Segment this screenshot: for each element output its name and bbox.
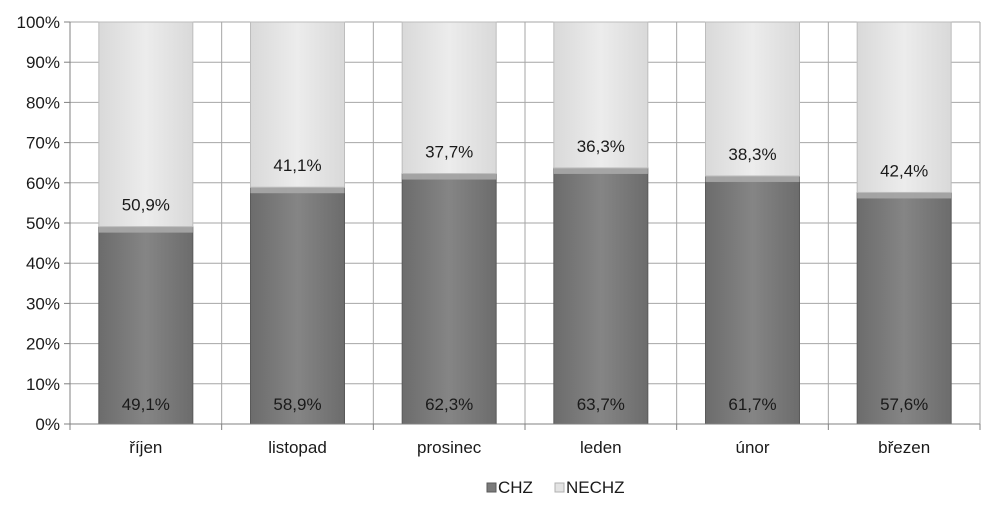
bar-top-highlight (553, 167, 648, 174)
data-label-chz: 49,1% (122, 395, 170, 414)
bar-nechz (553, 21, 649, 169)
bar-top-highlight (250, 187, 345, 194)
y-tick-label: 90% (26, 53, 60, 72)
y-tick-label: 60% (26, 174, 60, 193)
data-label-chz: 58,9% (273, 395, 321, 414)
y-tick-label: 30% (26, 294, 60, 313)
y-tick-label: 80% (26, 93, 60, 112)
legend-label-nechz: NECHZ (566, 478, 625, 497)
y-tick-label: 10% (26, 375, 60, 394)
data-label-nechz: 38,3% (728, 145, 776, 164)
x-category-label: listopad (268, 438, 327, 457)
bar-chz (250, 186, 345, 425)
y-tick-label: 20% (26, 335, 60, 354)
data-label-chz: 57,6% (880, 395, 928, 414)
legend-swatch-chz (486, 482, 497, 493)
legend-label-chz: CHZ (498, 478, 533, 497)
bar-nechz (250, 21, 345, 188)
bar-chz (553, 167, 649, 425)
data-label-nechz: 36,3% (577, 137, 625, 156)
x-category-label: říjen (129, 438, 162, 457)
y-tick-label: 0% (35, 415, 60, 434)
y-tick-label: 40% (26, 254, 60, 273)
bar-nechz (98, 21, 194, 228)
bar-chz (856, 191, 952, 425)
y-tick-label: 70% (26, 134, 60, 153)
data-label-chz: 63,7% (577, 395, 625, 414)
bar-top-highlight (857, 192, 952, 199)
bar-top-highlight (402, 173, 497, 180)
y-tick-label: 100% (17, 13, 60, 32)
bar-nechz (401, 21, 497, 175)
data-label-nechz: 42,4% (880, 161, 928, 180)
data-label-nechz: 41,1% (273, 156, 321, 175)
x-category-label: únor (735, 438, 769, 457)
data-label-nechz: 50,9% (122, 196, 170, 215)
data-label-nechz: 37,7% (425, 143, 473, 162)
bar-top-highlight (98, 226, 193, 233)
bar-chz (705, 175, 800, 425)
bar-top-highlight (705, 175, 800, 182)
x-category-label: březen (878, 438, 930, 457)
bar-nechz (856, 21, 952, 193)
legend-swatch-nechz (554, 482, 565, 493)
x-category-label: leden (580, 438, 622, 457)
bar-nechz (705, 21, 800, 177)
data-label-chz: 62,3% (425, 395, 473, 414)
bar-chz (401, 173, 497, 425)
y-tick-label: 50% (26, 214, 60, 233)
data-label-chz: 61,7% (728, 395, 776, 414)
x-category-label: prosinec (417, 438, 482, 457)
